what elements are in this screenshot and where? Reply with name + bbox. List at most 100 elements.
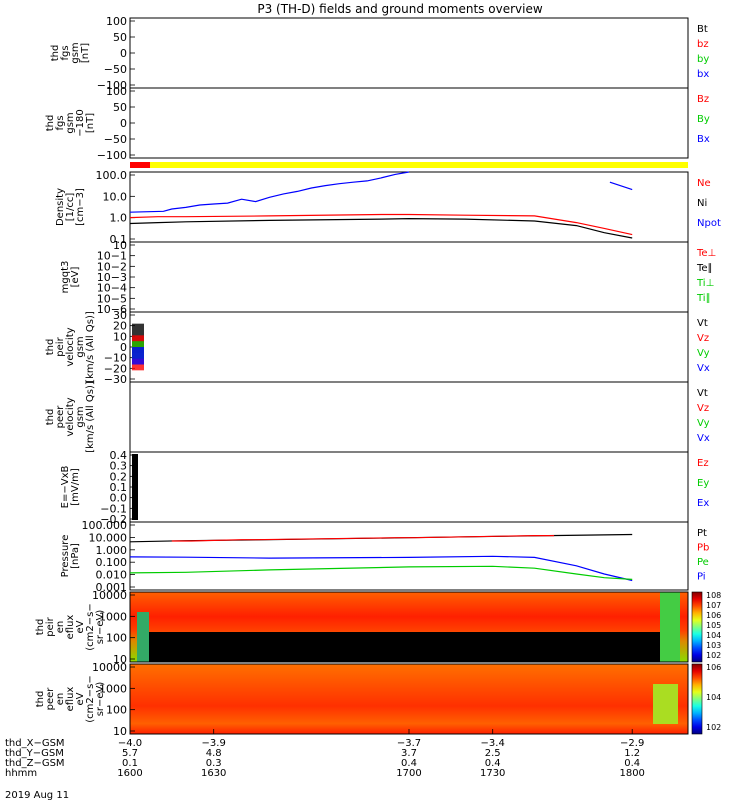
y-axis-label: E=−VxB[mV/m] <box>60 466 81 509</box>
y-axis-label-line: −180 <box>75 109 86 136</box>
legend-label: Vy <box>697 348 710 359</box>
panel-frame <box>129 521 689 591</box>
legend-label: Vt <box>697 388 708 399</box>
panel-peer-velocity: thdpeervelocitygsm[km/s (All Qs)] Vt Vz Vy V… <box>45 381 710 453</box>
legend-label: Vz <box>697 403 709 414</box>
y-tick-label: 0.001 <box>96 581 128 594</box>
panel-frame <box>129 17 689 89</box>
colorbar-tick-label: 105 <box>706 621 721 630</box>
y-tick-label: 50 <box>113 31 127 44</box>
y-axis-label-line: thd <box>45 409 56 426</box>
y-axis-label: thdpeerenefluxeV(cm2−s−sr−eV) <box>35 675 106 722</box>
y-tick-label: 0 <box>120 117 127 130</box>
x-axis-row-label: thd_Z−GSM <box>5 758 65 769</box>
chart-title: P3 (TH-D) fields and ground moments over… <box>257 2 542 16</box>
y-axis-label-line: E=−VxB <box>60 466 71 509</box>
legend-label: by <box>697 54 709 65</box>
date-label: 2019 Aug 11 <box>5 790 69 800</box>
y-tick-label: 100 <box>106 632 127 645</box>
x-axis-value: 0.4 <box>401 758 417 769</box>
x-axis-value: −3.7 <box>397 738 421 749</box>
panel-frame <box>129 381 689 453</box>
x-axis-value: −3.9 <box>202 738 226 749</box>
y-axis-label-line: [km/s (All Qs)] <box>85 311 96 383</box>
y-tick-label: −50 <box>104 133 127 146</box>
y-axis-label-line: [eV] <box>70 267 81 288</box>
legend-label: Vz <box>697 333 709 344</box>
panel-frame <box>129 87 689 159</box>
colorbar-tick-label: 102 <box>706 723 721 732</box>
y-axis-label: mgqt3[eV] <box>60 261 81 294</box>
y-tick-label: 10.000 <box>89 531 128 544</box>
y-tick-label: 1.0 <box>110 212 128 225</box>
legend-label: Pb <box>697 543 709 554</box>
panel-frame <box>129 171 689 243</box>
y-tick-label: 0 <box>120 341 127 354</box>
heatmap-lowflux-band <box>145 632 668 662</box>
x-axis-value: −2.9 <box>620 738 644 749</box>
colorbar-tick-label: 108 <box>706 591 721 600</box>
series-line <box>171 534 555 542</box>
panel-efield: 0.40.30.20.10.0−0.1−0.2 E=−VxB[mV/m] Ez Ey E… <box>60 449 709 526</box>
x-axis-value: 1630 <box>201 768 226 779</box>
panel-peer-eflux: 106 104 102 10000 1000 100 10 thdpeerenefluxeV(… <box>35 661 721 738</box>
y-axis-label-line: eflux <box>65 687 76 712</box>
y-tick-label: 0.4 <box>110 449 128 462</box>
panel-frame <box>129 241 689 313</box>
y-tick-label: 10−4 <box>97 282 127 295</box>
y-axis-label-line: fgs <box>60 45 71 60</box>
y-axis-label-line: peir <box>45 616 56 636</box>
y-axis-label-line: peer <box>55 405 66 429</box>
colorbar-tick-label: 104 <box>706 693 721 702</box>
y-tick-label: 100 <box>106 15 127 28</box>
y-tick-label: 10.0 <box>103 190 128 203</box>
y-axis-label-line: peir <box>55 336 66 356</box>
y-tick-label: 0.3 <box>110 460 128 473</box>
velocity-burst <box>132 347 144 365</box>
y-tick-label: 10−5 <box>97 292 127 305</box>
x-axis-row-label: hhmm <box>5 768 37 779</box>
y-axis-label-line: en <box>55 621 66 634</box>
heatmap-fill <box>130 664 688 734</box>
y-tick-label: 30 <box>113 309 127 322</box>
y-tick-label: 0.2 <box>110 470 128 483</box>
legend-label: By <box>697 114 710 125</box>
legend-label: Ti∥ <box>696 293 711 304</box>
y-axis-label-line: velocity <box>65 397 76 436</box>
legend-label: Bz <box>697 94 709 105</box>
y-axis-label-line: Pressure <box>60 535 71 578</box>
legend-label: Bt <box>697 24 708 35</box>
y-axis-label-line: eflux <box>65 615 76 640</box>
x-axis: thd_X−GSM −4.0 −3.9 −3.7 −3.4 −2.9 thd_Y−GSM 5.… <box>5 729 645 779</box>
y-tick-label: 10 <box>113 653 127 666</box>
legend-label: Ti⊥ <box>696 278 714 289</box>
panels: 100500−50−100thdfgsgsm[nT]Btbzbybx100500… <box>35 15 721 738</box>
x-axis-value: 1.2 <box>624 748 640 759</box>
x-axis-value: 4.8 <box>206 748 222 759</box>
y-axis-label-line: [km/s (All Qs)] <box>85 381 96 453</box>
series-line <box>129 217 633 239</box>
y-tick-label: 0 <box>120 47 127 60</box>
y-axis-label-line: thd <box>35 691 46 708</box>
y-tick-label: 0.100 <box>96 556 128 569</box>
series-line <box>129 555 633 582</box>
colorbar-tick-label: 104 <box>706 631 721 640</box>
legend-label: Te⊥ <box>696 248 716 259</box>
y-axis-label-line: thd <box>45 115 56 132</box>
colorbar-tick-label: 106 <box>706 663 721 672</box>
heatmap-edge-right <box>660 592 680 662</box>
y-tick-label: 100 <box>106 704 127 717</box>
x-axis-value: 0.4 <box>624 758 640 769</box>
y-axis-label-line: (cm2−s− <box>85 603 96 650</box>
y-tick-label: 10−2 <box>97 260 127 273</box>
panel-frame <box>129 591 689 663</box>
y-tick-label: 0.1 <box>110 233 128 246</box>
legend-label: Ni <box>697 198 707 209</box>
status-bar <box>130 162 688 168</box>
legend-label: Vy <box>697 418 710 429</box>
